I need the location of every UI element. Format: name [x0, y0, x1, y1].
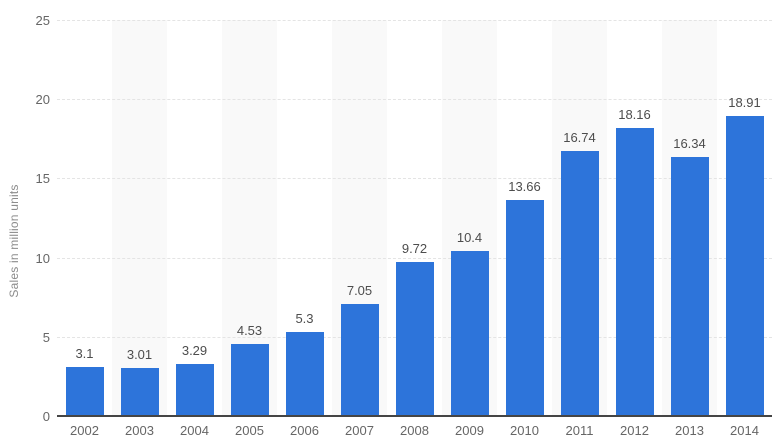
column-band [112, 20, 167, 416]
x-axis-tick-label: 2003 [125, 423, 154, 438]
bar-value-label: 7.05 [346, 283, 373, 299]
bar-2004 [175, 363, 214, 416]
bar-value-label: 3.29 [181, 342, 208, 358]
bar-value-label: 16.34 [673, 136, 706, 152]
y-axis-tick-label: 10 [35, 250, 50, 266]
x-axis-tick-label: 2010 [510, 423, 539, 438]
bar-value-label: 5.3 [295, 311, 314, 327]
bar-value-label: 10.4 [456, 230, 483, 246]
bar-2012 [615, 128, 654, 416]
bar-value-label: 4.53 [236, 323, 263, 339]
y-axis-tick-label: 5 [42, 329, 50, 345]
x-axis-tick-label: 2014 [730, 423, 759, 438]
gridline [57, 178, 772, 180]
bar-2006 [285, 332, 324, 416]
x-axis-tick-label: 2012 [620, 423, 649, 438]
x-axis-tick-label: 2008 [400, 423, 429, 438]
x-axis-tick-label: 2004 [180, 423, 209, 438]
bar-2008 [395, 262, 434, 416]
bar-value-label: 18.16 [618, 107, 651, 123]
bar-value-label: 3.1 [75, 345, 94, 361]
bar-value-label: 9.72 [401, 241, 428, 257]
x-axis-line [57, 415, 772, 417]
gridline [57, 257, 772, 259]
x-axis-tick-label: 2007 [345, 423, 374, 438]
y-axis-title: Sales in million units [7, 184, 21, 298]
bar-2007 [340, 304, 379, 416]
bar-value-label: 18.91 [728, 95, 761, 111]
bar-2003 [120, 368, 159, 416]
bar-value-label: 3.01 [126, 347, 153, 363]
gridline [57, 20, 772, 21]
bar-2009 [450, 251, 489, 416]
gridline [57, 99, 772, 101]
x-axis-tick-label: 2011 [565, 423, 594, 438]
bar-2011 [560, 150, 599, 416]
x-axis-tick-label: 2005 [235, 423, 264, 438]
bar-value-label: 13.66 [508, 178, 541, 194]
x-axis-tick-label: 2009 [455, 423, 484, 438]
y-axis-tick-label: 20 [35, 92, 50, 108]
bar-value-label: 16.74 [563, 129, 596, 145]
y-axis-tick-label: 0 [42, 409, 50, 424]
y-axis-tick-label: 25 [35, 13, 50, 28]
y-axis-tick-label: 15 [35, 171, 50, 187]
bar-2010 [505, 199, 544, 416]
bar-2014 [725, 116, 764, 416]
x-axis-tick-label: 2006 [290, 423, 319, 438]
x-axis-tick-label: 2002 [70, 423, 99, 438]
bar-2013 [670, 157, 709, 416]
bar-2002 [65, 366, 104, 416]
x-axis-tick-label: 2013 [675, 423, 704, 438]
bar-2005 [230, 344, 269, 416]
